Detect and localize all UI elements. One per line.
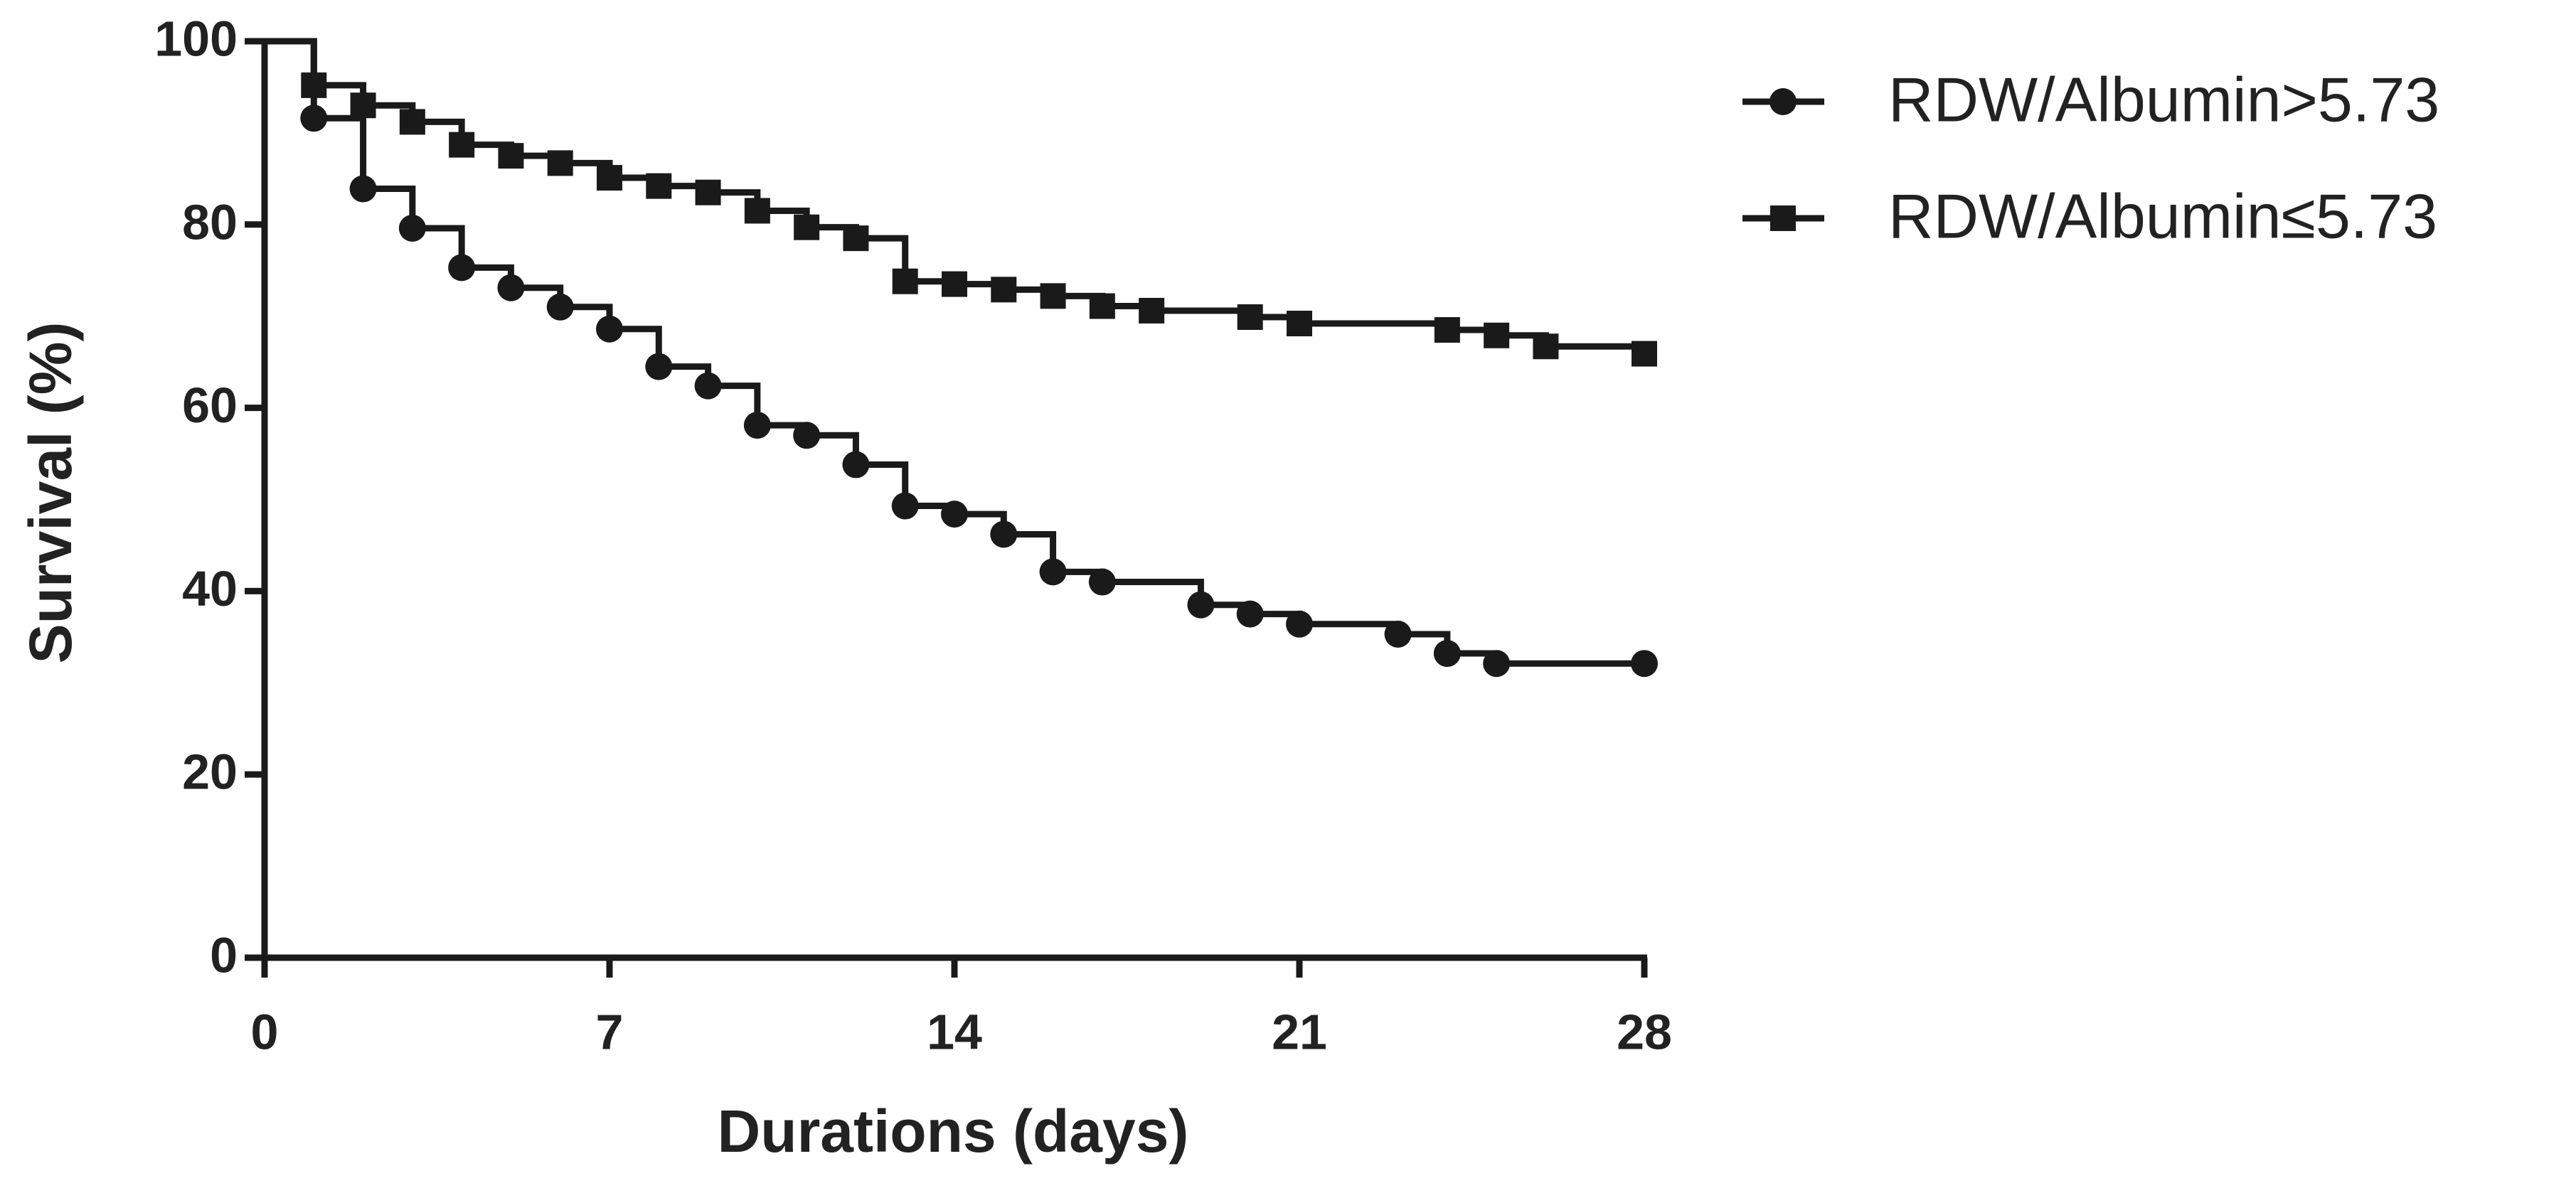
legend-label: RDW/Albumin≤5.73	[1888, 181, 2437, 251]
data-point	[497, 274, 525, 301]
data-point	[695, 179, 721, 205]
data-point	[349, 175, 377, 203]
data-point	[743, 412, 771, 439]
data-point	[646, 173, 672, 199]
survival-line	[265, 38, 1648, 354]
data-point	[891, 492, 919, 520]
data-point	[793, 422, 821, 449]
data-point	[1139, 297, 1165, 323]
data-point	[546, 293, 574, 321]
data-point	[1236, 600, 1264, 628]
y-tick-label: 60	[182, 378, 238, 433]
data-point	[1287, 311, 1312, 337]
legend-marker	[1769, 88, 1797, 115]
data-point	[398, 214, 426, 242]
y-tick-label: 20	[182, 744, 238, 800]
x-tick-label: 28	[1617, 1004, 1672, 1059]
y-tick-label: 100	[154, 11, 238, 66]
y-tick-label: 80	[182, 194, 238, 250]
data-point	[449, 132, 475, 158]
y-tick-label: 40	[182, 561, 238, 616]
data-point	[1533, 333, 1559, 360]
data-point	[399, 109, 425, 135]
data-point	[1484, 322, 1510, 348]
data-point	[596, 315, 623, 343]
legend-marker	[1770, 205, 1796, 231]
data-point	[842, 451, 870, 478]
data-point	[794, 214, 820, 240]
x-tick-label: 7	[596, 1004, 624, 1059]
data-point	[694, 372, 722, 400]
data-point	[892, 268, 918, 294]
legend-label: RDW/Albumin>5.73	[1888, 64, 2439, 134]
data-point	[1384, 620, 1412, 648]
data-point	[1632, 341, 1657, 367]
data-point	[1434, 317, 1460, 343]
data-point	[1286, 610, 1313, 638]
data-point	[547, 150, 573, 176]
data-point	[1433, 640, 1461, 668]
data-point	[1039, 558, 1067, 586]
x-axis-title: Durations (days)	[718, 1098, 1189, 1165]
data-point	[1040, 283, 1066, 309]
data-point	[1237, 304, 1263, 330]
data-point	[300, 105, 328, 132]
x-tick-label: 21	[1272, 1004, 1327, 1059]
data-point	[645, 353, 673, 380]
data-point	[744, 198, 770, 224]
data-point	[843, 225, 869, 252]
y-tick-label: 0	[210, 927, 238, 983]
data-point	[1631, 650, 1658, 678]
data-point	[597, 165, 622, 191]
data-point	[350, 92, 376, 119]
data-point	[1187, 591, 1215, 619]
data-point	[1483, 650, 1511, 678]
data-point	[942, 271, 967, 297]
data-point	[301, 72, 327, 98]
data-point	[991, 277, 1017, 303]
x-tick-label: 0	[251, 1004, 279, 1059]
data-point	[1088, 568, 1116, 596]
x-tick-label: 14	[927, 1004, 982, 1059]
data-point	[498, 143, 524, 169]
y-axis-title: Survival (%)	[17, 322, 84, 664]
data-point	[990, 520, 1018, 548]
data-point	[1089, 293, 1115, 319]
data-point	[448, 254, 476, 282]
data-point	[941, 501, 968, 528]
